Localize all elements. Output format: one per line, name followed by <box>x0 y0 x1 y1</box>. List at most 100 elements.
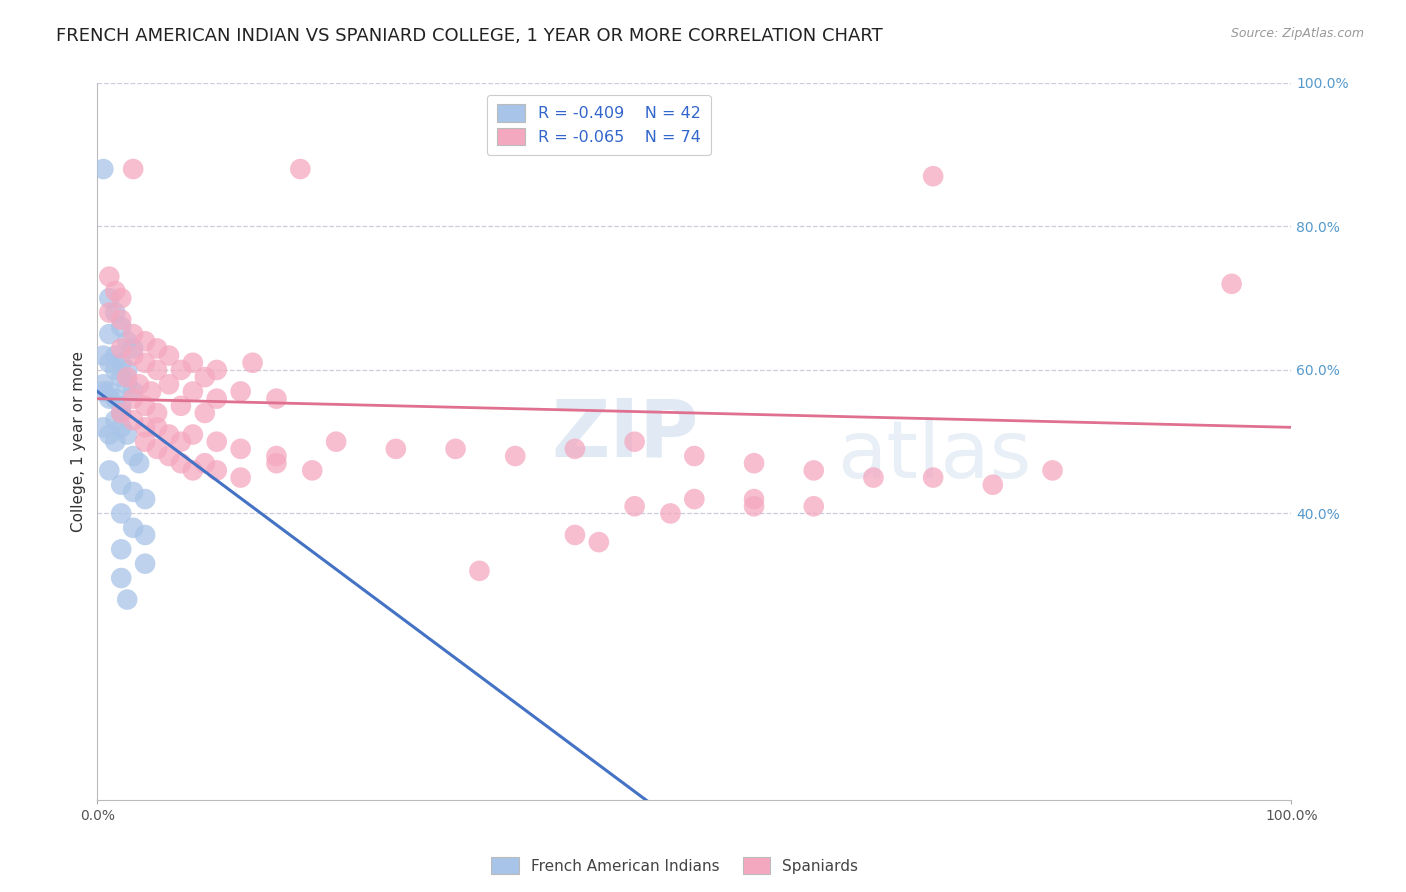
Point <box>146 442 169 456</box>
Point <box>110 507 132 521</box>
Point <box>181 427 204 442</box>
Point <box>157 427 180 442</box>
Point <box>122 342 145 356</box>
Point <box>122 327 145 342</box>
Point <box>157 449 180 463</box>
Point <box>110 370 132 384</box>
Point <box>98 291 121 305</box>
Point <box>194 406 217 420</box>
Point <box>683 449 706 463</box>
Point <box>122 392 145 406</box>
Point <box>134 528 156 542</box>
Point <box>1042 463 1064 477</box>
Point <box>803 463 825 477</box>
Point <box>588 535 610 549</box>
Point <box>444 442 467 456</box>
Point <box>110 477 132 491</box>
Point <box>110 542 132 557</box>
Point <box>115 334 138 349</box>
Point <box>803 500 825 514</box>
Point <box>115 592 138 607</box>
Point <box>290 162 312 177</box>
Point <box>110 399 132 413</box>
Point <box>98 392 121 406</box>
Point <box>91 384 114 399</box>
Point <box>146 363 169 377</box>
Point <box>194 456 217 470</box>
Point <box>122 162 145 177</box>
Point <box>122 384 145 399</box>
Point <box>742 500 765 514</box>
Point <box>468 564 491 578</box>
Point <box>110 406 132 420</box>
Point <box>742 456 765 470</box>
Point <box>110 571 132 585</box>
Point <box>146 342 169 356</box>
Point <box>981 477 1004 491</box>
Text: atlas: atlas <box>838 417 1032 495</box>
Point <box>659 507 682 521</box>
Point <box>110 356 132 370</box>
Point <box>128 377 150 392</box>
Point <box>229 470 252 484</box>
Point <box>104 413 127 427</box>
Point <box>242 356 264 370</box>
Point <box>205 392 228 406</box>
Point <box>91 349 114 363</box>
Point <box>301 463 323 477</box>
Point <box>170 399 193 413</box>
Point <box>110 420 132 434</box>
Point <box>623 500 645 514</box>
Point <box>122 449 145 463</box>
Point <box>104 392 127 406</box>
Point <box>134 334 156 349</box>
Point <box>146 420 169 434</box>
Point <box>205 363 228 377</box>
Point <box>104 284 127 298</box>
Point <box>170 434 193 449</box>
Point <box>157 377 180 392</box>
Point <box>122 413 145 427</box>
Point <box>181 356 204 370</box>
Legend: R = -0.409    N = 42, R = -0.065    N = 74: R = -0.409 N = 42, R = -0.065 N = 74 <box>486 95 710 155</box>
Point <box>98 269 121 284</box>
Point <box>91 162 114 177</box>
Point <box>110 406 132 420</box>
Point <box>181 463 204 477</box>
Point <box>922 169 945 184</box>
Point <box>134 434 156 449</box>
Point <box>134 557 156 571</box>
Point <box>205 434 228 449</box>
Point <box>922 470 945 484</box>
Point <box>115 370 138 384</box>
Point <box>110 291 132 305</box>
Point <box>181 384 204 399</box>
Point <box>503 449 526 463</box>
Point <box>91 420 114 434</box>
Point <box>385 442 408 456</box>
Point <box>134 399 156 413</box>
Point <box>742 492 765 507</box>
Point <box>98 427 121 442</box>
Point <box>229 442 252 456</box>
Point <box>134 356 156 370</box>
Point <box>134 420 156 434</box>
Point <box>98 327 121 342</box>
Point <box>266 449 288 463</box>
Point <box>115 363 138 377</box>
Point <box>110 312 132 326</box>
Point <box>564 528 586 542</box>
Point <box>110 319 132 334</box>
Point <box>122 484 145 499</box>
Y-axis label: College, 1 year or more: College, 1 year or more <box>72 351 86 533</box>
Point <box>862 470 884 484</box>
Point <box>98 463 121 477</box>
Point <box>91 377 114 392</box>
Point <box>170 456 193 470</box>
Point <box>205 463 228 477</box>
Point <box>115 377 138 392</box>
Point <box>229 384 252 399</box>
Point <box>115 427 138 442</box>
Point <box>157 349 180 363</box>
Point <box>683 492 706 507</box>
